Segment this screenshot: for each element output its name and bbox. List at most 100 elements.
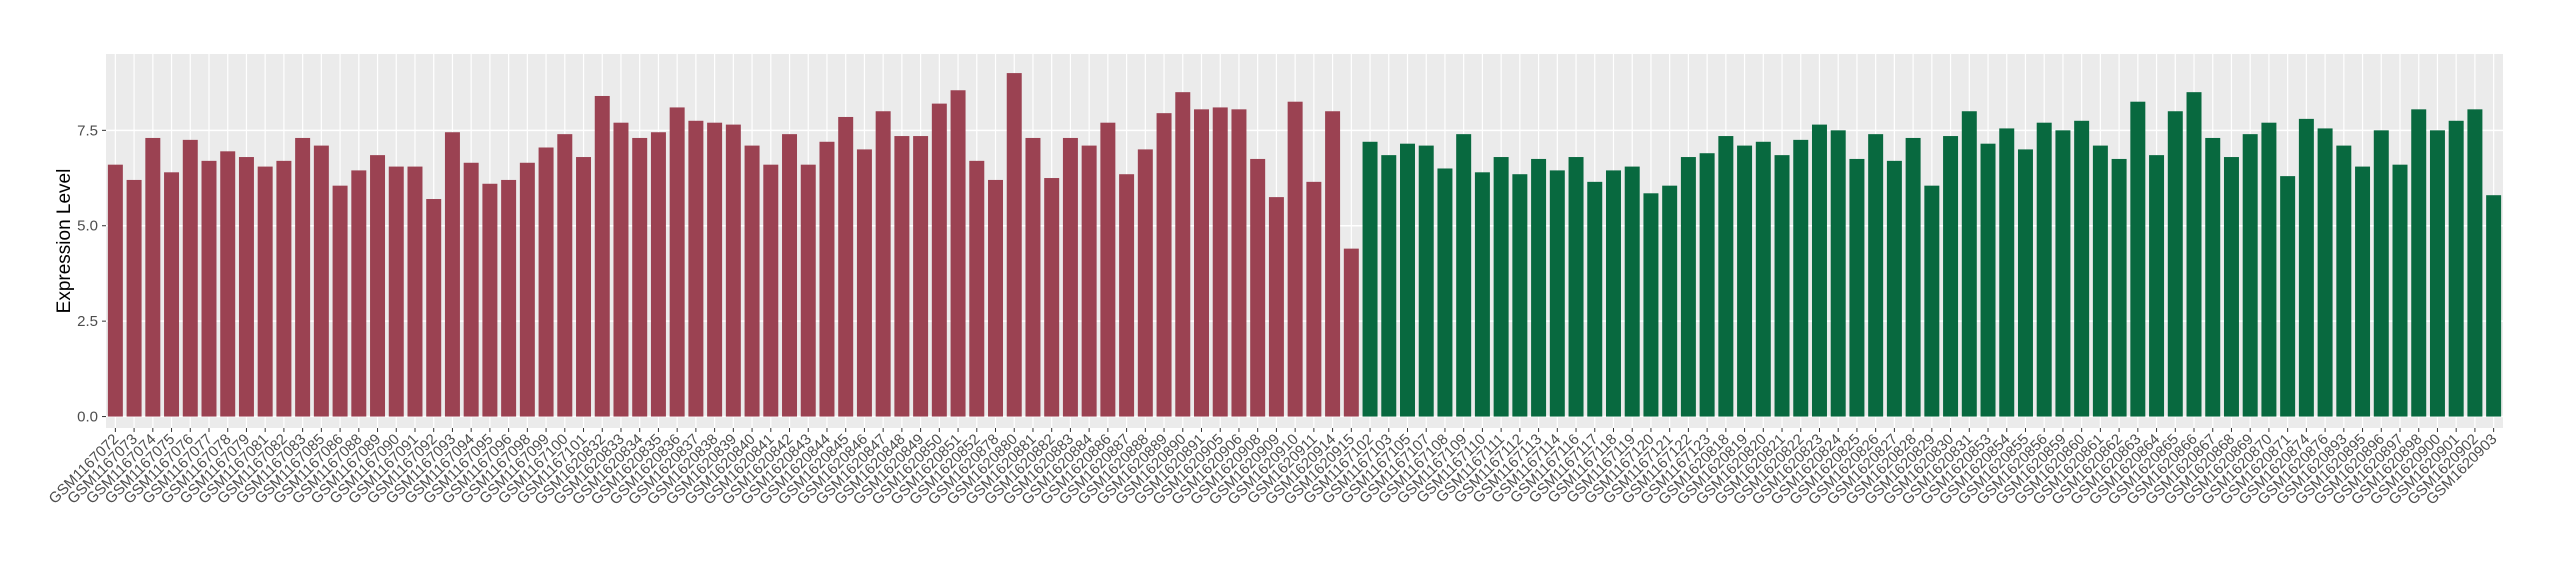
bar [1531, 158, 1547, 417]
bar [126, 179, 142, 417]
bar [2298, 118, 2314, 417]
bar [1025, 137, 1041, 417]
bar [1643, 193, 1659, 417]
bar [1062, 137, 1078, 417]
bar [2223, 157, 2239, 417]
bar [2149, 155, 2165, 417]
bar [182, 139, 198, 417]
bar [2429, 130, 2445, 417]
bar [2317, 128, 2333, 417]
bar [2242, 134, 2258, 417]
bar [463, 162, 479, 417]
bar [782, 134, 798, 417]
bar [1325, 111, 1341, 417]
bar [1961, 111, 1977, 417]
bar [2392, 164, 2408, 417]
bar [1680, 157, 1696, 417]
bar [875, 111, 891, 417]
bar [332, 185, 348, 417]
bar [370, 155, 386, 417]
bar [2373, 130, 2389, 417]
bar [969, 160, 985, 417]
bar [2205, 137, 2221, 417]
bar [1194, 109, 1209, 417]
bar [1905, 137, 1921, 417]
bar [707, 122, 723, 417]
bar [220, 151, 236, 417]
bar [650, 132, 666, 417]
bar [913, 136, 929, 417]
y-tick-label: 2.5 [77, 313, 98, 330]
bar [894, 136, 910, 417]
bar [238, 157, 254, 417]
bar [800, 164, 816, 417]
bar [1699, 153, 1715, 417]
bar [201, 160, 217, 417]
bar [2074, 120, 2090, 417]
bar [1793, 139, 1809, 417]
bar [1474, 172, 1490, 417]
bar [576, 157, 592, 417]
bar [1119, 174, 1135, 417]
bar [1605, 170, 1621, 417]
bar [688, 120, 704, 417]
bar [1662, 185, 1678, 417]
bar [1362, 141, 1378, 417]
bar [1418, 145, 1434, 417]
bar [613, 122, 629, 417]
bar [950, 90, 966, 417]
bar [388, 166, 404, 417]
bar [2130, 101, 2146, 417]
bar [1980, 143, 1996, 417]
bar [519, 162, 535, 417]
bar [2411, 109, 2427, 417]
bar [426, 199, 442, 417]
y-tick-label: 0.0 [77, 409, 98, 426]
bar [2036, 122, 2052, 417]
bar [2186, 92, 2202, 417]
bar [988, 179, 1004, 417]
bar [2486, 195, 2502, 417]
bar [1587, 181, 1603, 417]
y-tick-label: 7.5 [77, 122, 98, 139]
bar [145, 137, 161, 417]
y-tick-label: 5.0 [77, 218, 98, 235]
bar [1512, 174, 1528, 417]
bar [1811, 124, 1827, 417]
bar [257, 166, 273, 417]
bar [1456, 134, 1472, 417]
bar [1568, 157, 1584, 417]
bar [295, 137, 311, 417]
bar [669, 107, 685, 417]
bar [1268, 197, 1284, 417]
bar [2336, 145, 2352, 417]
bar [538, 147, 554, 417]
bar [1306, 181, 1322, 417]
bar [1737, 145, 1753, 417]
bar [313, 145, 329, 417]
bar [931, 103, 947, 417]
bar [2111, 158, 2127, 417]
bar [1250, 158, 1266, 417]
bar [1044, 178, 1060, 417]
bar [1006, 73, 1022, 417]
bar [276, 160, 292, 417]
bar [819, 141, 835, 417]
bar [407, 166, 423, 417]
bar [1231, 109, 1247, 417]
bar [1437, 168, 1453, 417]
bar [1137, 149, 1153, 417]
bar [501, 179, 517, 417]
bar [1493, 157, 1509, 417]
bar [2355, 166, 2371, 417]
bar [838, 116, 854, 417]
bar [1343, 248, 1359, 417]
bar [1868, 134, 1884, 417]
bar [2261, 122, 2277, 417]
bar [444, 132, 460, 417]
bar [1924, 185, 1940, 417]
bar [763, 164, 779, 417]
bar [1886, 160, 1902, 417]
bar [2467, 109, 2483, 417]
bar [725, 124, 741, 417]
